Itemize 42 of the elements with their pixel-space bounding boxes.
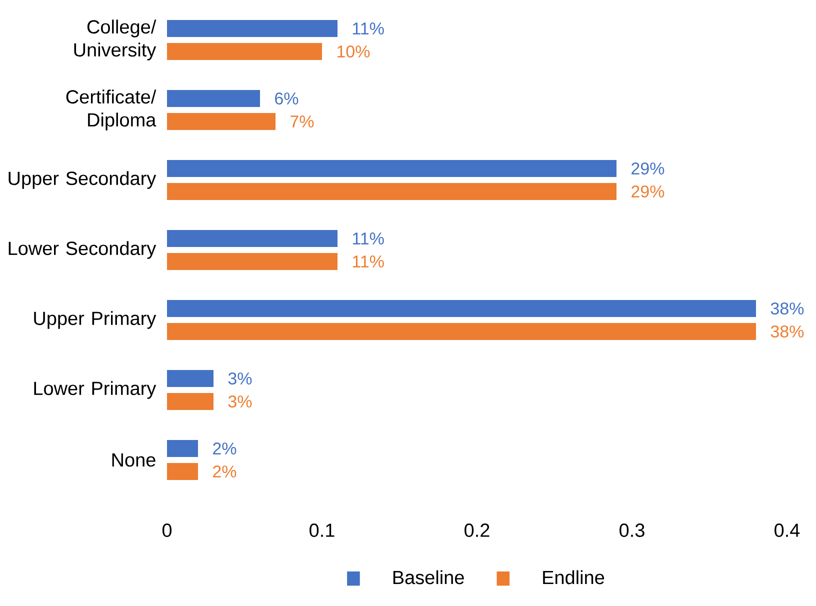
data-label: 38% — [770, 302, 804, 315]
y-tick-label: Lower Primary — [34, 381, 156, 399]
y-tick-label: Lower Secondary — [8, 241, 156, 259]
legend-label: Baseline — [393, 570, 464, 584]
bar — [167, 440, 198, 458]
x-tick-label: 0 — [162, 524, 172, 537]
bar — [167, 113, 276, 130]
bar — [167, 300, 756, 318]
bar — [167, 463, 198, 480]
bar — [167, 160, 616, 178]
x-tick-label: 0.2 — [464, 524, 490, 537]
data-label: 11% — [353, 256, 384, 268]
bar — [167, 253, 338, 270]
data-label: 7% — [290, 116, 314, 128]
x-tick-label: 0.4 — [774, 524, 800, 537]
data-label: 3% — [228, 395, 252, 408]
data-label: 29% — [632, 162, 664, 175]
bar — [167, 393, 214, 410]
data-label: 10% — [338, 45, 370, 58]
data-label: 29% — [632, 185, 664, 198]
data-label: 2% — [213, 442, 236, 454]
data-label: 11% — [353, 22, 384, 34]
y-tick-label: College/ University — [74, 20, 156, 60]
bar — [167, 183, 616, 200]
data-label: 11% — [353, 232, 384, 244]
data-label: 38% — [770, 325, 804, 338]
bar — [167, 20, 338, 38]
data-label: 2% — [213, 466, 236, 478]
y-tick-label: None — [112, 453, 156, 467]
y-tick-label: Certificate/ Diploma — [66, 90, 156, 130]
x-tick-label: 0.3 — [620, 524, 644, 537]
data-label: 6% — [275, 92, 298, 105]
bar — [167, 43, 322, 60]
data-label: 3% — [228, 372, 252, 385]
y-tick-label: Upper Primary — [34, 311, 156, 329]
bar — [167, 370, 214, 388]
legend-label: Endline — [543, 570, 604, 584]
bar — [167, 323, 756, 340]
bar — [167, 90, 260, 108]
y-tick-label: Upper Secondary — [8, 171, 156, 189]
x-tick-label: 0.1 — [310, 524, 334, 537]
bar — [167, 230, 338, 248]
